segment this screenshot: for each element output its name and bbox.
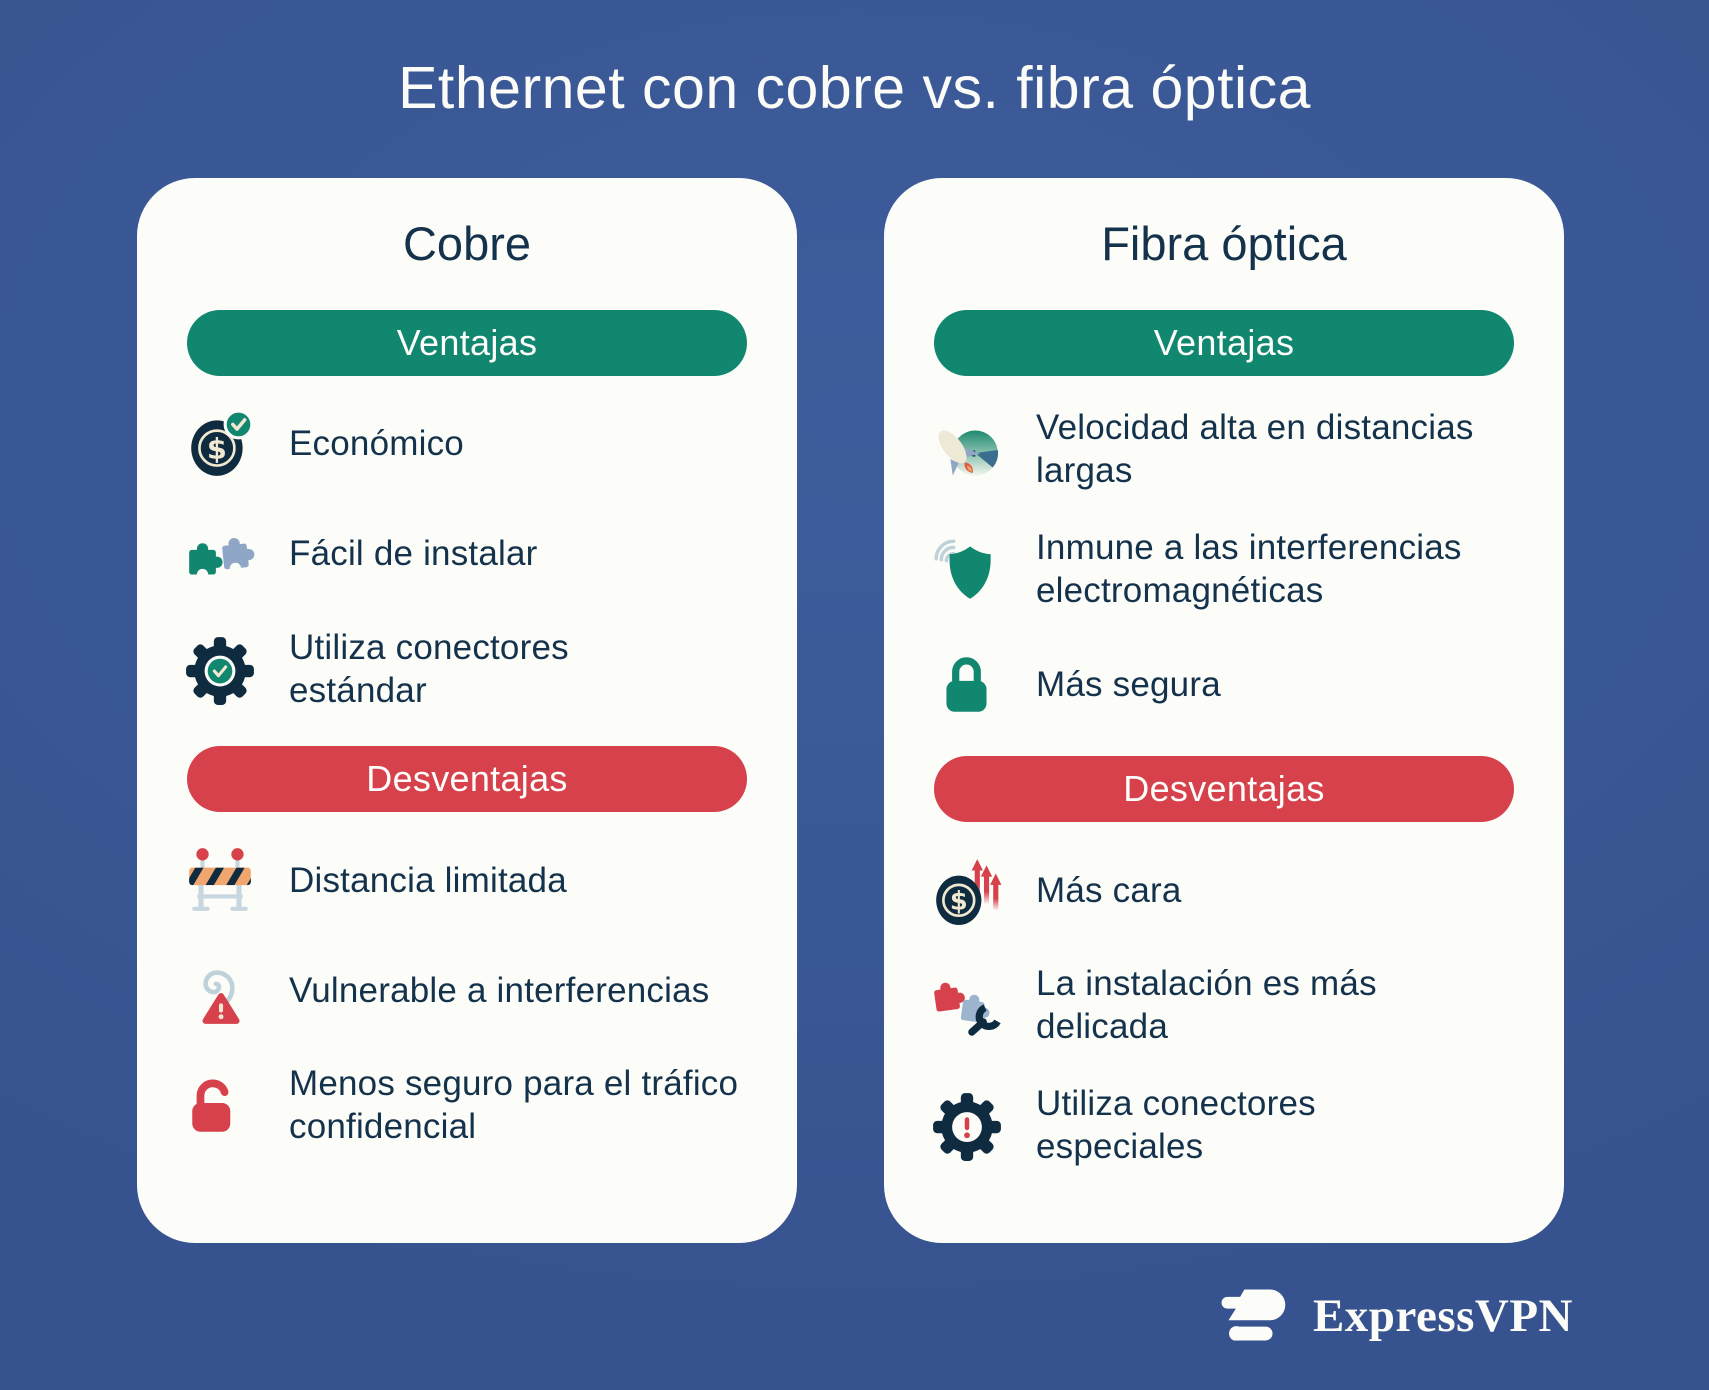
advantage-text: Inmune a las interferencias electromagné… — [1036, 528, 1462, 611]
disadvantage-text: Vulnerable a interferencias — [289, 970, 710, 1010]
brand-name: ExpressVPN — [1312, 1290, 1573, 1342]
card-cobre: Cobre Ventajas $ Económico — [137, 178, 797, 1243]
coin-check-icon: $ — [181, 406, 259, 482]
disadvantages-pill-label: Desventajas — [1123, 768, 1325, 810]
expressvpn-logo-icon — [1221, 1288, 1289, 1344]
disadvantages-pill: Desventajas — [187, 746, 747, 813]
disadvantage-text: La instalación es más delicada — [1036, 964, 1377, 1047]
interference-warning-icon — [181, 952, 259, 1028]
card-fibra-title: Fibra óptica — [1101, 217, 1347, 270]
page-title: Ethernet con cobre vs. fibra óptica — [398, 55, 1311, 121]
svg-text:$: $ — [207, 431, 227, 465]
list-item: La instalación es más delicada — [928, 962, 1520, 1048]
advantages-pill: Ventajas — [187, 310, 747, 376]
advantage-text: Fácil de instalar — [289, 534, 538, 574]
svg-text:$: $ — [950, 887, 968, 917]
list-item: $ Más cara — [928, 852, 1520, 928]
puzzle-wrench-icon — [928, 967, 1006, 1043]
advantage-text: Utiliza conectores estándar — [289, 628, 569, 711]
disadvantage-text: Más cara — [1036, 870, 1182, 910]
gear-check-icon — [181, 631, 259, 707]
card-cobre-title: Cobre — [402, 217, 531, 270]
list-item: Menos seguro para el tráfico confidencia… — [181, 1062, 753, 1148]
shield-interference-icon — [928, 531, 1006, 607]
list-item: Distancia limitada — [181, 842, 753, 918]
brand-logo: ExpressVPN — [1221, 1288, 1573, 1344]
card-fibra-optica: Fibra óptica Ventajas — [884, 178, 1564, 1243]
coin-rising-icon: $ — [928, 852, 1006, 928]
advantage-text: Más segura — [1036, 664, 1221, 704]
rocket-speed-icon — [928, 411, 1006, 487]
list-item: Velocidad alta en distancias largas — [928, 406, 1520, 492]
list-item: Utiliza conectores estándar — [181, 626, 753, 712]
disadvantages-pill: Desventajas — [934, 756, 1514, 823]
disadvantages-pill-label: Desventajas — [366, 758, 568, 800]
list-item: $ Económico — [181, 406, 753, 482]
open-lock-icon — [181, 1067, 259, 1143]
list-item: Inmune a las interferencias electromagné… — [928, 526, 1520, 612]
advantage-text: Velocidad alta en distancias largas — [1036, 408, 1474, 491]
advantage-text: Económico — [289, 424, 464, 464]
gear-warning-icon — [928, 1087, 1006, 1163]
advantages-pill-label: Ventajas — [1153, 322, 1295, 363]
puzzle-icon — [181, 516, 259, 592]
disadvantage-text: Distancia limitada — [289, 860, 567, 900]
closed-lock-icon — [928, 646, 1006, 722]
disadvantage-text: Utiliza conectores especiales — [1036, 1084, 1316, 1167]
list-item: Fácil de instalar — [181, 516, 753, 592]
advantages-pill: Ventajas — [934, 310, 1514, 376]
disadvantage-text: Menos seguro para el tráfico confidencia… — [289, 1064, 739, 1147]
list-item: Más segura — [928, 646, 1520, 722]
list-item: Utiliza conectores especiales — [928, 1082, 1520, 1168]
list-item: Vulnerable a interferencias — [181, 952, 753, 1028]
advantages-pill-label: Ventajas — [396, 322, 538, 363]
barrier-icon — [181, 842, 259, 918]
